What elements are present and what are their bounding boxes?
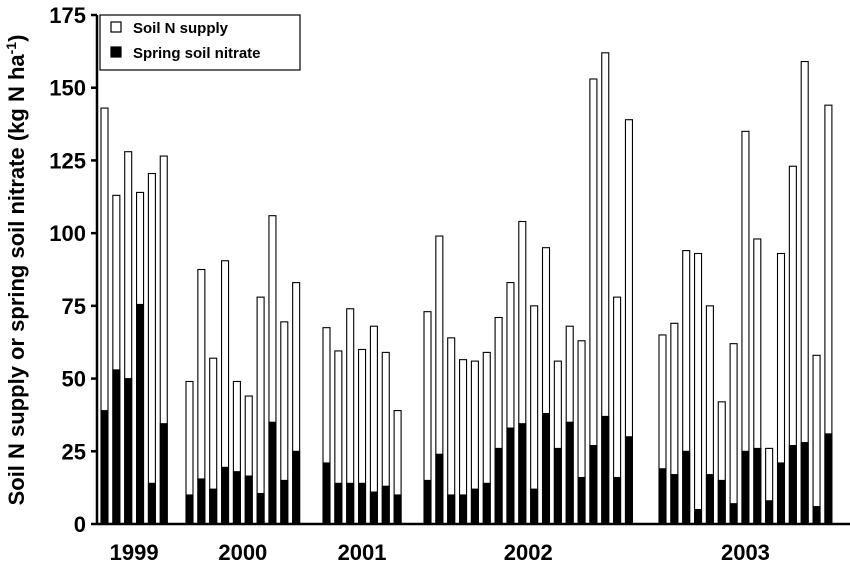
bar-spring-soil-nitrate xyxy=(788,444,797,525)
x-year-label: 2002 xyxy=(504,540,553,565)
bar-spring-soil-nitrate xyxy=(753,447,762,525)
bar-spring-soil-nitrate xyxy=(197,478,206,525)
bar-soil-n-supply xyxy=(256,296,265,525)
bar-spring-soil-nitrate xyxy=(209,488,218,525)
y-tick-label: 100 xyxy=(49,221,86,246)
bar-spring-soil-nitrate xyxy=(812,506,821,525)
bar-soil-n-supply xyxy=(812,354,821,525)
bar-spring-soil-nitrate xyxy=(268,421,277,525)
bar-spring-soil-nitrate xyxy=(613,476,622,525)
legend-label-nitrate: Spring soil nitrate xyxy=(133,45,261,62)
legend-swatch-supply xyxy=(110,21,122,33)
legend-frame xyxy=(99,14,301,71)
bar-spring-soil-nitrate xyxy=(530,488,539,525)
bar-spring-soil-nitrate xyxy=(765,500,774,525)
x-year-label: 2000 xyxy=(218,540,267,565)
legend: Soil N supply Spring soil nitrate xyxy=(99,14,301,71)
bar-spring-soil-nitrate xyxy=(729,503,738,525)
bar-spring-soil-nitrate xyxy=(358,482,367,525)
bar-spring-soil-nitrate xyxy=(670,474,679,525)
legend-label-supply: Soil N supply xyxy=(133,20,229,37)
bar-spring-soil-nitrate xyxy=(435,453,444,525)
bar-spring-soil-nitrate xyxy=(334,482,343,525)
bar-spring-soil-nitrate xyxy=(741,450,750,525)
bar-spring-soil-nitrate xyxy=(447,494,456,525)
y-tick-label: 25 xyxy=(62,439,86,464)
bar-spring-soil-nitrate xyxy=(100,410,109,525)
bar-spring-soil-nitrate xyxy=(221,466,230,525)
bar-spring-soil-nitrate xyxy=(717,479,726,525)
bar-spring-soil-nitrate xyxy=(553,447,562,525)
bar-spring-soil-nitrate xyxy=(292,450,301,525)
bar-spring-soil-nitrate xyxy=(694,508,703,525)
bar-soil-n-supply xyxy=(693,252,703,525)
bar-spring-soil-nitrate xyxy=(136,303,145,525)
bar-spring-soil-nitrate xyxy=(824,433,833,525)
bar-soil-n-supply xyxy=(729,343,738,525)
bar-spring-soil-nitrate xyxy=(381,485,390,525)
bar-spring-soil-nitrate xyxy=(124,378,133,525)
bar-spring-soil-nitrate xyxy=(777,462,785,525)
y-axis-label-superscript: -1 xyxy=(3,42,19,55)
bar-spring-soil-nitrate xyxy=(459,494,468,525)
bar-spring-soil-nitrate xyxy=(112,369,121,525)
y-tick-label: 175 xyxy=(49,3,86,28)
x-year-label: 2003 xyxy=(721,540,770,565)
bar-spring-soil-nitrate xyxy=(159,423,168,525)
bar-soil-n-supply xyxy=(147,172,156,525)
bar-spring-soil-nitrate xyxy=(589,444,598,525)
bar-spring-soil-nitrate xyxy=(565,421,574,525)
bar-spring-soil-nitrate xyxy=(482,482,491,525)
y-axis-label: Soil N supply or spring soil nitrate (kg… xyxy=(3,35,29,506)
bar-spring-soil-nitrate xyxy=(542,412,550,525)
legend-swatch-nitrate xyxy=(110,46,122,58)
y-ticks: 0 25 50 75 100 125 150 175 xyxy=(49,3,97,537)
bar-spring-soil-nitrate xyxy=(346,482,355,525)
bar-spring-soil-nitrate xyxy=(393,494,402,525)
bar-spring-soil-nitrate xyxy=(705,474,714,525)
y-tick-label: 0 xyxy=(74,512,86,537)
y-tick-label: 125 xyxy=(49,148,86,173)
y-tick-label: 75 xyxy=(62,294,86,319)
y-tick-label: 150 xyxy=(49,76,86,101)
bar-spring-soil-nitrate xyxy=(506,427,515,525)
year-labels: 1999 2000 2001 2002 2003 xyxy=(110,540,770,565)
bar-spring-soil-nitrate xyxy=(601,415,610,525)
bar-spring-soil-nitrate xyxy=(423,479,432,525)
x-year-label: 2001 xyxy=(338,540,387,565)
bar-spring-soil-nitrate xyxy=(322,462,331,525)
bar-spring-soil-nitrate xyxy=(244,475,253,525)
x-year-label: 1999 xyxy=(110,540,159,565)
bar-spring-soil-nitrate xyxy=(624,436,633,525)
bar-spring-soil-nitrate xyxy=(280,479,289,525)
bar-spring-soil-nitrate xyxy=(577,476,586,525)
bar-spring-soil-nitrate xyxy=(256,492,265,525)
bar-spring-soil-nitrate xyxy=(800,442,809,525)
bar-spring-soil-nitrate xyxy=(494,447,503,525)
y-axis-label-main: Soil N supply or spring soil nitrate (kg… xyxy=(4,54,29,506)
bar-spring-soil-nitrate xyxy=(185,494,194,525)
y-tick-label: 50 xyxy=(62,367,86,392)
bar-spring-soil-nitrate xyxy=(518,423,527,525)
bars xyxy=(100,52,833,525)
bar-spring-soil-nitrate xyxy=(369,491,378,525)
y-axis-label-end: ) xyxy=(4,35,29,42)
bar-spring-soil-nitrate xyxy=(658,468,667,525)
bar-spring-soil-nitrate xyxy=(147,482,156,525)
bar-spring-soil-nitrate xyxy=(232,471,241,525)
bar-spring-soil-nitrate xyxy=(682,450,691,525)
bar-spring-soil-nitrate xyxy=(470,488,479,525)
